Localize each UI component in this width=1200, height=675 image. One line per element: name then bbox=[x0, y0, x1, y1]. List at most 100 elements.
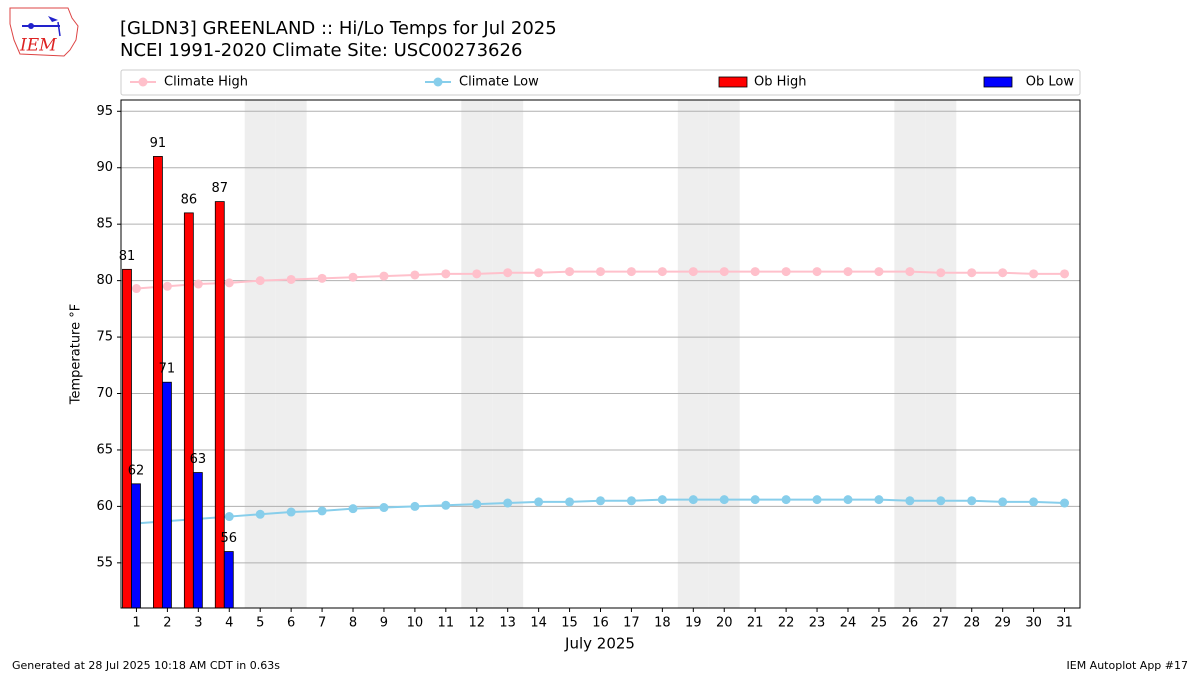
x-tick-label: 13 bbox=[499, 616, 516, 631]
x-tick-label: 30 bbox=[1025, 616, 1042, 631]
x-tick-label: 18 bbox=[654, 616, 671, 631]
climate-point bbox=[503, 268, 513, 278]
x-tick-label: 3 bbox=[194, 616, 202, 631]
climate-point bbox=[843, 495, 853, 505]
climate-point bbox=[565, 497, 575, 507]
bar bbox=[214, 201, 225, 609]
bar-value-label: 56 bbox=[221, 531, 238, 546]
legend-label: Climate Low bbox=[459, 75, 539, 90]
y-tick-label: 95 bbox=[96, 104, 113, 119]
climate-point bbox=[657, 495, 667, 505]
bar-value-label: 71 bbox=[159, 362, 176, 377]
x-tick-label: 7 bbox=[318, 616, 326, 631]
x-tick-label: 28 bbox=[963, 616, 980, 631]
climate-point bbox=[131, 284, 141, 294]
climate-point bbox=[379, 503, 389, 513]
x-tick-label: 9 bbox=[380, 616, 388, 631]
y-tick-label: 65 bbox=[96, 442, 113, 457]
bar bbox=[183, 212, 194, 609]
weekend-band bbox=[925, 100, 957, 608]
climate-point bbox=[224, 512, 234, 522]
y-tick-label: 70 bbox=[96, 386, 113, 401]
weekend-band bbox=[244, 100, 276, 608]
bar-value-label: 91 bbox=[150, 136, 167, 151]
climate-point bbox=[286, 507, 296, 517]
climate-point bbox=[348, 504, 358, 514]
x-tick-label: 16 bbox=[592, 616, 609, 631]
x-tick-label: 17 bbox=[623, 616, 640, 631]
footer-right: IEM Autoplot App #17 bbox=[1067, 659, 1189, 672]
chart-subtitle: NCEI 1991-2020 Climate Site: USC00273626 bbox=[120, 40, 522, 61]
bar bbox=[192, 472, 203, 609]
x-tick-label: 8 bbox=[349, 616, 357, 631]
legend-box bbox=[120, 69, 1081, 96]
climate-point bbox=[719, 495, 729, 505]
climate-point bbox=[348, 272, 358, 282]
climate-point bbox=[534, 268, 544, 278]
x-tick-label: 26 bbox=[902, 616, 919, 631]
climate-point bbox=[905, 496, 915, 506]
bar bbox=[131, 483, 141, 609]
climate-point bbox=[565, 267, 575, 277]
footer-left: Generated at 28 Jul 2025 10:18 AM CDT in… bbox=[12, 659, 280, 672]
bar-value-label: 63 bbox=[190, 452, 207, 467]
x-tick-label: 1 bbox=[132, 616, 140, 631]
x-tick-label: 20 bbox=[716, 616, 733, 631]
climate-point bbox=[688, 495, 698, 505]
climate-point bbox=[1029, 497, 1039, 507]
climate-point bbox=[503, 498, 513, 508]
bar bbox=[223, 551, 234, 609]
climate-point bbox=[255, 509, 265, 519]
climate-point bbox=[843, 267, 853, 277]
bar-value-label: 81 bbox=[119, 249, 136, 264]
weekend-band bbox=[708, 100, 740, 608]
climate-point bbox=[224, 278, 234, 288]
legend-label: Ob Low bbox=[1026, 75, 1075, 90]
x-tick-label: 29 bbox=[994, 616, 1011, 631]
legend-label: Ob High bbox=[754, 75, 807, 90]
climate-point bbox=[812, 495, 822, 505]
bar-value-label: 87 bbox=[212, 181, 229, 196]
climate-point bbox=[626, 267, 636, 277]
x-tick-label: 31 bbox=[1056, 616, 1073, 631]
y-tick-label: 55 bbox=[96, 555, 113, 570]
climate-point bbox=[657, 267, 667, 277]
climate-point bbox=[936, 268, 946, 278]
logo-text: IEM bbox=[19, 36, 57, 56]
climate-point bbox=[874, 267, 884, 277]
climate-point bbox=[626, 496, 636, 506]
climate-point bbox=[688, 267, 698, 277]
x-tick-label: 25 bbox=[871, 616, 888, 631]
climate-point bbox=[286, 274, 296, 284]
climate-point bbox=[162, 281, 172, 291]
climate-point bbox=[441, 269, 451, 279]
climate-point bbox=[812, 267, 822, 277]
y-tick-label: 75 bbox=[96, 330, 113, 345]
x-tick-label: 14 bbox=[530, 616, 547, 631]
weekend-band bbox=[677, 100, 709, 608]
y-tick-label: 90 bbox=[96, 160, 113, 175]
climate-point bbox=[998, 497, 1008, 507]
legend-marker bbox=[138, 77, 148, 87]
climate-point bbox=[410, 501, 420, 511]
climate-point bbox=[781, 495, 791, 505]
legend-marker bbox=[433, 77, 443, 87]
x-tick-label: 2 bbox=[163, 616, 171, 631]
climate-point bbox=[967, 496, 977, 506]
bar-value-label: 86 bbox=[181, 192, 198, 207]
bar-value-label: 62 bbox=[128, 463, 145, 478]
bar bbox=[153, 156, 163, 609]
x-tick-label: 21 bbox=[747, 616, 764, 631]
y-tick-label: 80 bbox=[96, 273, 113, 288]
weekend-band bbox=[492, 100, 524, 608]
climate-point bbox=[255, 276, 265, 286]
climate-point bbox=[874, 495, 884, 505]
climate-point bbox=[317, 273, 327, 283]
climate-point bbox=[1060, 498, 1070, 508]
weekend-band bbox=[461, 100, 493, 608]
climate-point bbox=[936, 496, 946, 506]
climate-point bbox=[472, 499, 482, 509]
climate-point bbox=[317, 506, 327, 516]
x-axis-label: July 2025 bbox=[564, 635, 635, 653]
legend-patch bbox=[983, 76, 1013, 88]
